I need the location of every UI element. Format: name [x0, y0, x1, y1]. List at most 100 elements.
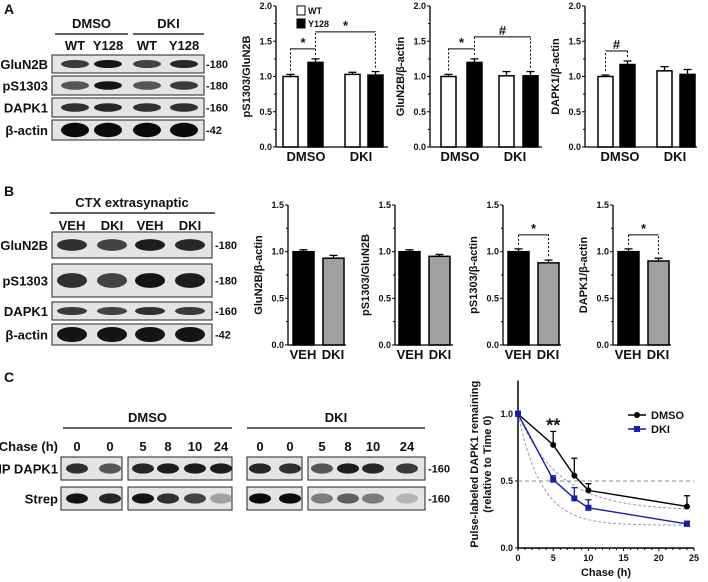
significance-marker: *	[459, 35, 465, 50]
data-point	[571, 472, 578, 479]
lane-label: Y128	[93, 38, 123, 53]
bar-chart: 0.0 0.5 1.0 1.5 2.0 DMSO DKI DAPK1/β-actin #	[550, 1, 697, 164]
blot-band	[337, 463, 359, 474]
significance-marker: #	[613, 37, 621, 52]
y-tick-label: 0.0	[378, 340, 391, 350]
blot-band	[170, 122, 198, 138]
y-tick-label: 1.0	[568, 72, 581, 82]
lane-label: 0	[73, 439, 80, 454]
bar	[367, 74, 384, 148]
blot-band	[157, 463, 179, 474]
bar	[498, 75, 515, 148]
molecular-weight-label: -180	[215, 240, 237, 252]
blot-row-label: β-actin	[5, 123, 48, 138]
lane-label: WT	[137, 38, 157, 53]
y-tick-label: 0.0	[259, 142, 272, 152]
blot-band	[170, 103, 198, 112]
blot-band	[175, 273, 205, 288]
blot-band	[66, 463, 88, 474]
lane-label: 0	[106, 439, 113, 454]
x-tick-label: 20	[654, 553, 664, 563]
bar	[537, 262, 560, 346]
blot-band	[61, 103, 89, 112]
y-tick-label: 1.5	[596, 200, 609, 210]
blot-band	[170, 59, 198, 69]
bar	[292, 250, 315, 346]
bar	[282, 75, 299, 148]
blot-band	[249, 463, 271, 474]
y-tick-label: 1.0	[413, 72, 426, 82]
fit-curve	[517, 413, 687, 526]
bar	[597, 75, 614, 148]
y-axis-label: pS1303/GluN2B	[360, 234, 372, 316]
lane-label: 0	[256, 439, 263, 454]
bar	[647, 260, 670, 346]
bar-chart: 0.0 0.5 1.0 1.5 VEH DKI GluN2B/β-actin	[253, 200, 346, 362]
molecular-weight-label: -180	[206, 59, 228, 71]
group-label: DKI	[325, 410, 347, 425]
blot-a: GluN2B -180 pS1303 -180 DAPK1 -160 β-actin -42 W…	[0, 16, 228, 141]
blot-band	[279, 463, 301, 474]
x-axis-label: Chase (h)	[581, 567, 631, 579]
blot-band	[61, 122, 89, 138]
bar-chart: 0.0 0.5 1.0 1.5 2.0 DMSO DKI pS1303/GluN2B * * WT Y…	[241, 1, 388, 164]
blot-band	[133, 81, 161, 90]
lane-label: 10	[188, 439, 202, 454]
significance-marker: *	[343, 18, 349, 33]
lane-label: DKI	[101, 218, 123, 233]
y-tick-label: 0.5	[486, 293, 499, 303]
significance-marker: *	[641, 221, 647, 236]
y-axis-label: pS1303/β-actin	[468, 236, 480, 314]
blot-row-label: DAPK1	[4, 304, 48, 319]
blot-band	[311, 463, 333, 474]
x-category-label: VEH	[397, 347, 424, 362]
blot-b: GluN2B -180 pS1303 -180 DAPK1 -160 β-actin -42 V…	[0, 195, 237, 346]
lane-label: 5	[318, 439, 325, 454]
blot-band	[133, 122, 161, 138]
significance-marker: #	[499, 23, 507, 38]
bar	[398, 250, 421, 346]
blot-band	[135, 326, 165, 343]
blot-frame	[51, 54, 205, 74]
blot-frame	[51, 323, 213, 346]
blot-frame	[51, 97, 205, 118]
y-tick-label: 1.0	[486, 247, 499, 257]
bar	[322, 257, 345, 346]
blot-band	[133, 103, 161, 112]
y-tick-label: 2.0	[413, 1, 426, 11]
blot-band	[94, 81, 122, 90]
x-category-label: VEH	[505, 347, 532, 362]
blot-band	[66, 493, 88, 504]
y-tick-label: 0.5	[413, 107, 426, 117]
lane-label: VEH	[137, 218, 164, 233]
blot-band	[337, 493, 359, 504]
lane-label: Y128	[169, 38, 199, 53]
blot-row-label: IP DAPK1	[0, 462, 58, 477]
significance-marker: *	[300, 35, 306, 50]
blot-band	[97, 239, 127, 251]
data-point	[571, 495, 578, 502]
significance-bracket	[315, 31, 376, 70]
panel-label-a: A	[4, 1, 14, 17]
molecular-weight-label: -42	[206, 125, 222, 137]
y-tick-label: 0.5	[271, 293, 284, 303]
group-label: DMSO	[128, 410, 167, 425]
bar	[617, 250, 640, 346]
blot-band	[57, 239, 87, 251]
panel-label-c: C	[4, 369, 14, 385]
blot-frame	[246, 456, 303, 481]
blot-band	[184, 493, 206, 504]
y-axis-label: GluN2B/β-actin	[395, 37, 407, 117]
y-axis-label: pS1303/GluN2B	[241, 35, 253, 117]
bar	[307, 61, 324, 148]
blot-band	[97, 306, 127, 316]
blot-band	[57, 326, 87, 343]
lane-label: WT	[65, 38, 85, 53]
y-tick-label: 2.0	[568, 1, 581, 11]
blot-band	[94, 103, 122, 112]
blot-band	[184, 463, 206, 474]
fit-curve	[517, 413, 687, 510]
x-category-label: DKI	[664, 149, 686, 164]
lane-label: 24	[214, 439, 229, 454]
y-tick-label: 1.5	[568, 36, 581, 46]
